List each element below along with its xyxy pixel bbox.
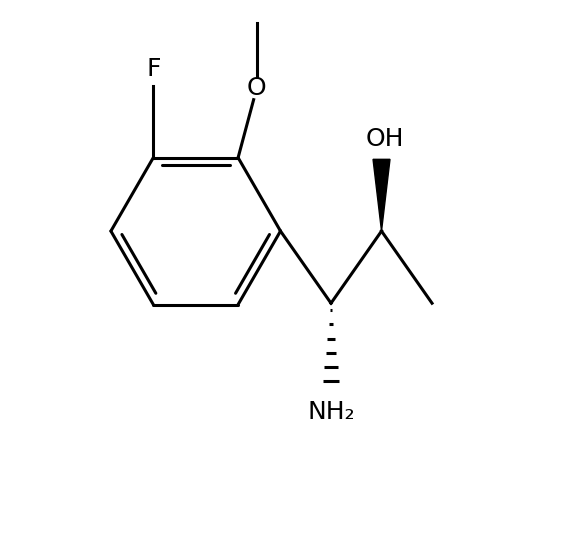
Text: OH: OH: [366, 128, 404, 152]
Polygon shape: [373, 160, 390, 231]
Text: F: F: [146, 57, 160, 81]
Text: NH₂: NH₂: [307, 400, 355, 424]
Text: O: O: [247, 76, 266, 100]
